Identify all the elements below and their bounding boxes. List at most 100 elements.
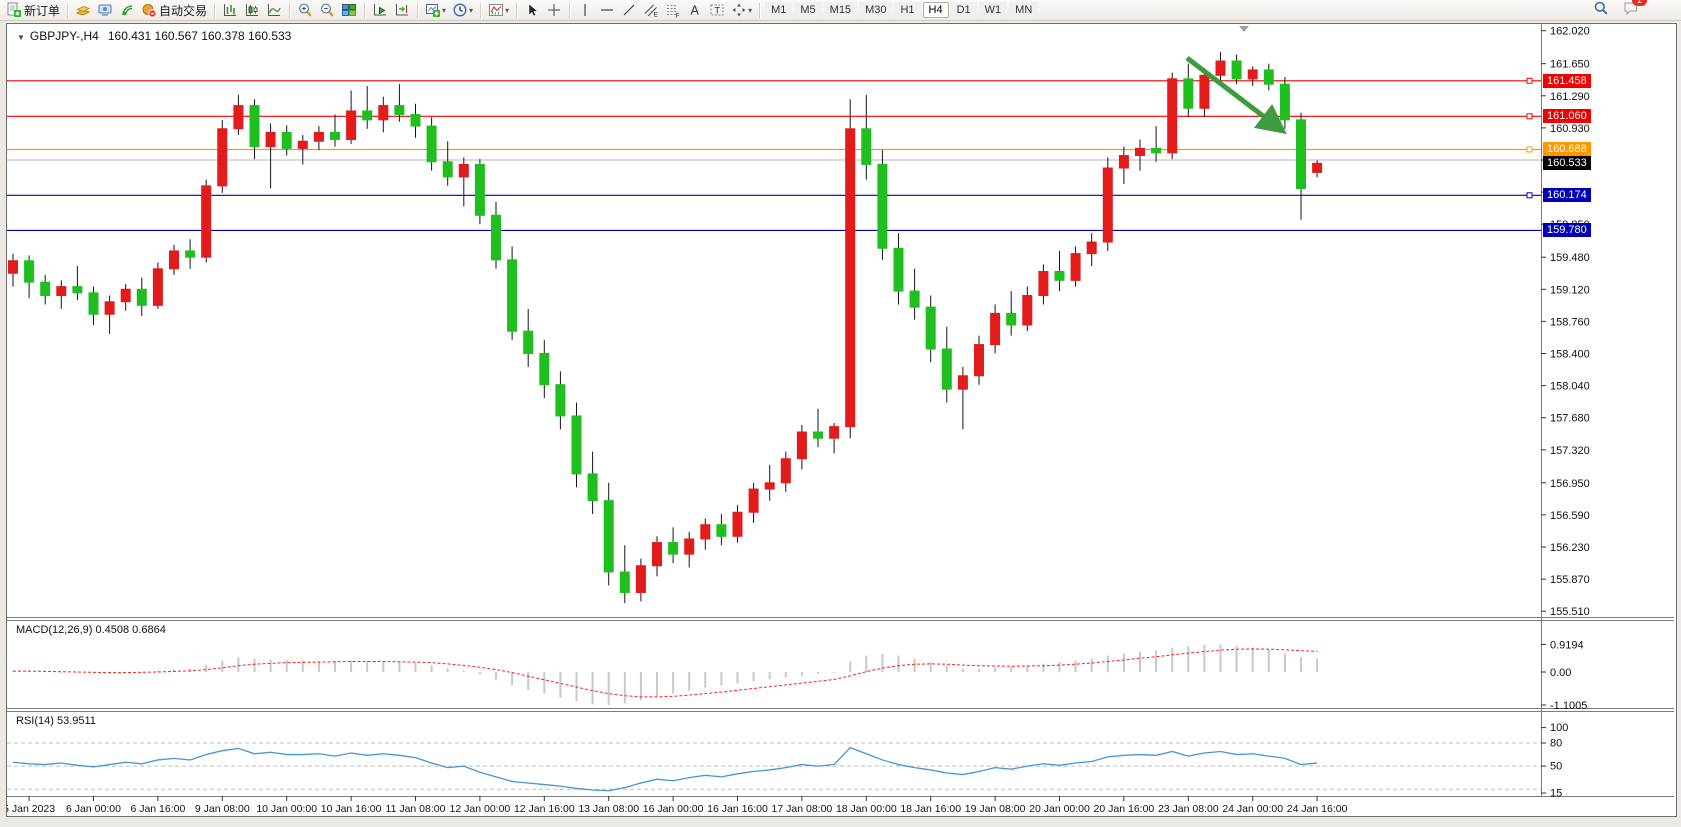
crosshair-button[interactable]	[543, 1, 565, 20]
hline-price-badge: 161.060	[1543, 109, 1591, 124]
time-axis-label: 6 Jan 16:00	[130, 803, 185, 814]
rsi-indicator-label: RSI(14) 53.9511	[16, 715, 96, 727]
time-axis-label: 5 Jan 2023	[7, 803, 55, 814]
chart-line-icon	[266, 2, 282, 18]
line-chart-mode-button[interactable]	[263, 1, 285, 20]
indicators-button[interactable]: ▾	[485, 1, 512, 20]
panel-borders	[7, 24, 1674, 797]
hline-price-badge: 160.174	[1543, 188, 1591, 203]
time-axis-label: 20 Jan 16:00	[1094, 803, 1155, 814]
rsi-line	[12, 746, 1318, 792]
shapes-button[interactable]: ▾	[728, 1, 755, 20]
price-tick-label: 157.680	[1550, 413, 1590, 425]
macd-indicator-label: MACD(12,26,9) 0.4508 0.6864	[16, 624, 166, 636]
timeframe-d1-button[interactable]: D1	[950, 2, 977, 18]
symbol-period-label: GBPJPY-,H4	[29, 29, 99, 43]
window-bottom-edge	[0, 817, 1681, 827]
trendline-button[interactable]	[618, 1, 640, 20]
hline-icon	[599, 2, 615, 18]
hline-handle[interactable]	[1526, 77, 1533, 84]
toolbar-group: ▾ ▾	[422, 0, 476, 20]
timeframe-m15-button[interactable]: M15	[823, 2, 858, 18]
periods-button[interactable]: ▾	[449, 1, 476, 20]
signals-button[interactable]	[116, 1, 138, 20]
horizontal-line-button[interactable]	[596, 1, 618, 20]
svg-text:T: T	[715, 6, 721, 16]
text-button[interactable]: A	[684, 1, 706, 20]
chat-button[interactable]: 1	[1623, 0, 1647, 21]
notification-badge: 1	[1632, 0, 1647, 6]
timeframe-w1-button[interactable]: W1	[978, 2, 1008, 18]
zoom-out-icon	[319, 2, 335, 18]
toolbar-separator	[417, 2, 419, 18]
time-axis-label: 9 Jan 08:00	[195, 803, 250, 814]
virtual-hosting-button[interactable]	[94, 1, 116, 20]
time-axis-label: 20 Jan 00:00	[1029, 803, 1090, 814]
price-tick-label: 156.590	[1550, 510, 1590, 522]
timeframe-h4-button[interactable]: H4	[922, 2, 949, 18]
hline-handle[interactable]	[1526, 192, 1533, 199]
toolbar-group	[369, 0, 413, 20]
macd-axis-label: -1.1005	[1550, 700, 1587, 712]
signals-icon	[119, 2, 135, 18]
hline-handle[interactable]	[1526, 146, 1533, 153]
time-axis-label: 13 Jan 08:00	[578, 803, 639, 814]
channel-icon: E	[643, 2, 659, 18]
toolbar-group: E F A T ▾	[574, 0, 755, 20]
time-axis-label: 16 Jan 00:00	[643, 803, 704, 814]
chart-bars-icon	[222, 2, 238, 18]
market-button[interactable]	[72, 1, 94, 20]
tile-windows-button[interactable]	[338, 1, 360, 20]
new-chart-button[interactable]: ▾	[422, 1, 449, 20]
timeframe-h1-button[interactable]: H1	[894, 2, 921, 18]
toolbar-group: ▾	[485, 0, 512, 20]
hosting-icon	[97, 2, 113, 18]
price-tick-label: 157.320	[1550, 445, 1590, 457]
text-label-button[interactable]: T	[706, 1, 728, 20]
candlestick-mode-button[interactable]	[241, 1, 263, 20]
equidistant-channel-button[interactable]: E	[640, 1, 662, 20]
new-chart-icon	[425, 2, 441, 18]
hline-handle[interactable]	[1526, 113, 1533, 120]
zoom-in-button[interactable]	[294, 1, 316, 20]
chart-background	[7, 24, 1674, 814]
timeframe-m30-button[interactable]: M30	[859, 2, 893, 18]
macd-axis-label: 0.9194	[1550, 639, 1584, 651]
toolbar-separator	[480, 2, 482, 18]
algo-icon	[141, 2, 157, 18]
chevron-down-icon: ▾	[469, 5, 474, 15]
zoom-out-button[interactable]	[316, 1, 338, 20]
auto-scroll-button[interactable]	[369, 1, 391, 20]
price-chart-svg[interactable]: 162.020161.650161.290160.930160.570160.2…	[7, 24, 1674, 814]
price-tick-label: 162.020	[1550, 26, 1590, 38]
price-tick-label: 159.480	[1550, 252, 1590, 264]
timeframe-mn-button[interactable]: MN	[1009, 2, 1039, 18]
fibonacci-button[interactable]: F	[662, 1, 684, 20]
macd-signal-line	[13, 648, 1318, 698]
price-tick-label: 161.290	[1550, 91, 1590, 103]
toolbar-separator	[516, 2, 518, 18]
rsi-axis-label: 100	[1550, 722, 1568, 734]
chevron-down-icon: ▾	[442, 5, 447, 15]
collapse-ohlc-icon[interactable]: ▼	[17, 33, 25, 42]
timeframe-m1-button[interactable]: M1	[765, 2, 793, 18]
current-price-badge: 160.533	[1543, 156, 1591, 171]
time-axis-label: 12 Jan 00:00	[450, 803, 511, 814]
vertical-line-button[interactable]	[574, 1, 596, 20]
search-button[interactable]	[1593, 0, 1609, 21]
chart-window[interactable]: 162.020161.650161.290160.930160.570160.2…	[6, 23, 1677, 817]
cursor-button[interactable]	[521, 1, 543, 20]
toolbar-separator	[289, 2, 291, 18]
toolbar-group	[294, 0, 360, 20]
bar-chart-mode-button[interactable]	[219, 1, 241, 20]
timeframe-m5-button[interactable]: M5	[794, 2, 822, 18]
price-tick-label: 158.400	[1550, 348, 1590, 360]
algo-trading-button[interactable]: 自动交易	[138, 1, 210, 20]
chart-shift-button[interactable]	[391, 1, 413, 20]
time-axis-label: 24 Jan 00:00	[1222, 803, 1283, 814]
trend-arrow-annotation[interactable]	[1185, 56, 1287, 135]
zoom-in-icon	[297, 2, 313, 18]
new-order-button[interactable]: 新订单	[3, 1, 63, 20]
